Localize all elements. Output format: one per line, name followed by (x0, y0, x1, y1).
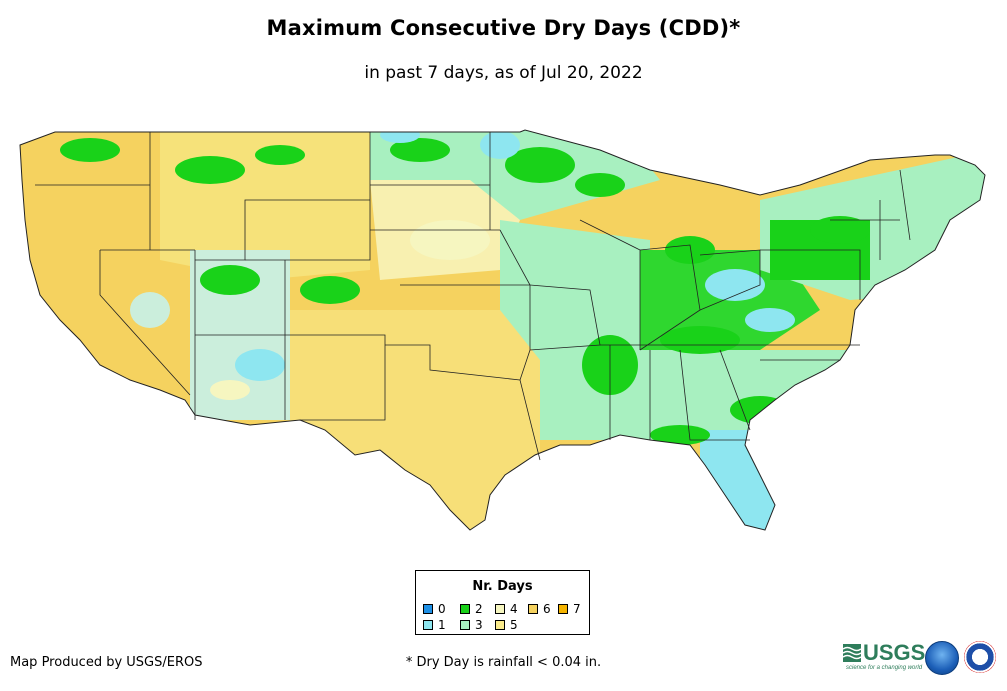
legend-item-2: 2 (460, 602, 483, 616)
legend-swatch-1 (423, 620, 433, 630)
legend-swatch-5 (495, 620, 505, 630)
legend-label-0: 0 (438, 602, 446, 616)
legend-swatch-0 (423, 604, 433, 614)
usgs-logo: USGS (843, 640, 925, 666)
state-borders (35, 132, 911, 461)
legend-swatch-7 (558, 604, 568, 614)
legend-label-5: 5 (510, 618, 518, 632)
legend-label-7: 7 (573, 602, 581, 616)
cdd-map (19, 129, 986, 531)
nws-logo-icon (964, 641, 996, 673)
legend-swatch-4 (495, 604, 505, 614)
legend-label-1: 1 (438, 618, 446, 632)
legend-item-0: 0 (423, 602, 446, 616)
legend-label-3: 3 (475, 618, 483, 632)
legend-item-6: 6 (528, 602, 551, 616)
footnote: * Dry Day is rainfall < 0.04 in. (405, 655, 602, 670)
west-dry-zone (20, 130, 160, 410)
legend-swatch-3 (460, 620, 470, 630)
map-credit: Map Produced by USGS/EROS (10, 655, 203, 670)
legend-swatch-6 (528, 604, 538, 614)
legend-item-7: 7 (558, 602, 581, 616)
midwest-zone (500, 220, 650, 360)
legend-title: Nr. Days (472, 579, 533, 594)
usgs-waves-icon (843, 644, 861, 662)
legend-swatch-2 (460, 604, 470, 614)
map-title: Maximum Consecutive Dry Days (CDD)* (266, 16, 741, 40)
legend-label-6: 6 (543, 602, 551, 616)
noaa-logo-icon (925, 641, 959, 675)
usgs-wordmark: USGS (863, 640, 926, 665)
legend: Nr. Days 0 2 4 6 7 1 3 5 (415, 570, 590, 635)
usgs-tagline: science for a changing world (846, 665, 923, 671)
legend-item-1: 1 (423, 618, 446, 632)
legend-label-4: 4 (510, 602, 518, 616)
florida-zone (700, 430, 790, 530)
legend-label-2: 2 (475, 602, 483, 616)
map-subtitle: in past 7 days, as of Jul 20, 2022 (364, 63, 643, 83)
us-outline (19, 129, 986, 531)
legend-item-3: 3 (460, 618, 483, 632)
legend-item-5: 5 (495, 618, 518, 632)
legend-item-4: 4 (495, 602, 518, 616)
